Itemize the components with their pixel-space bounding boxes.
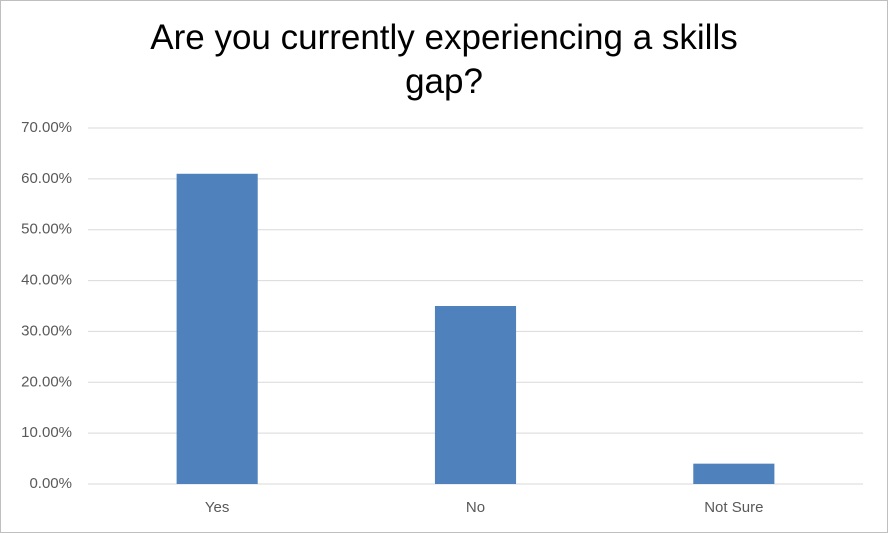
y-tick-label: 70.00% xyxy=(21,119,72,136)
y-tick-label: 10.00% xyxy=(21,424,72,441)
y-tick-label: 50.00% xyxy=(21,221,72,238)
chart-title: Are you currently experiencing a skills … xyxy=(150,18,738,101)
x-tick-label: No xyxy=(466,499,485,516)
x-tick-label: Yes xyxy=(205,499,229,516)
y-tick-label: 30.00% xyxy=(21,322,72,339)
bar xyxy=(176,173,258,484)
x-tick-label: Not Sure xyxy=(704,499,763,516)
y-tick-label: 40.00% xyxy=(21,272,72,289)
y-tick-label: 20.00% xyxy=(21,373,72,390)
y-tick-label: 60.00% xyxy=(21,170,72,187)
bar xyxy=(693,463,775,484)
y-tick-label: 0.00% xyxy=(29,475,72,492)
bar xyxy=(434,306,517,484)
